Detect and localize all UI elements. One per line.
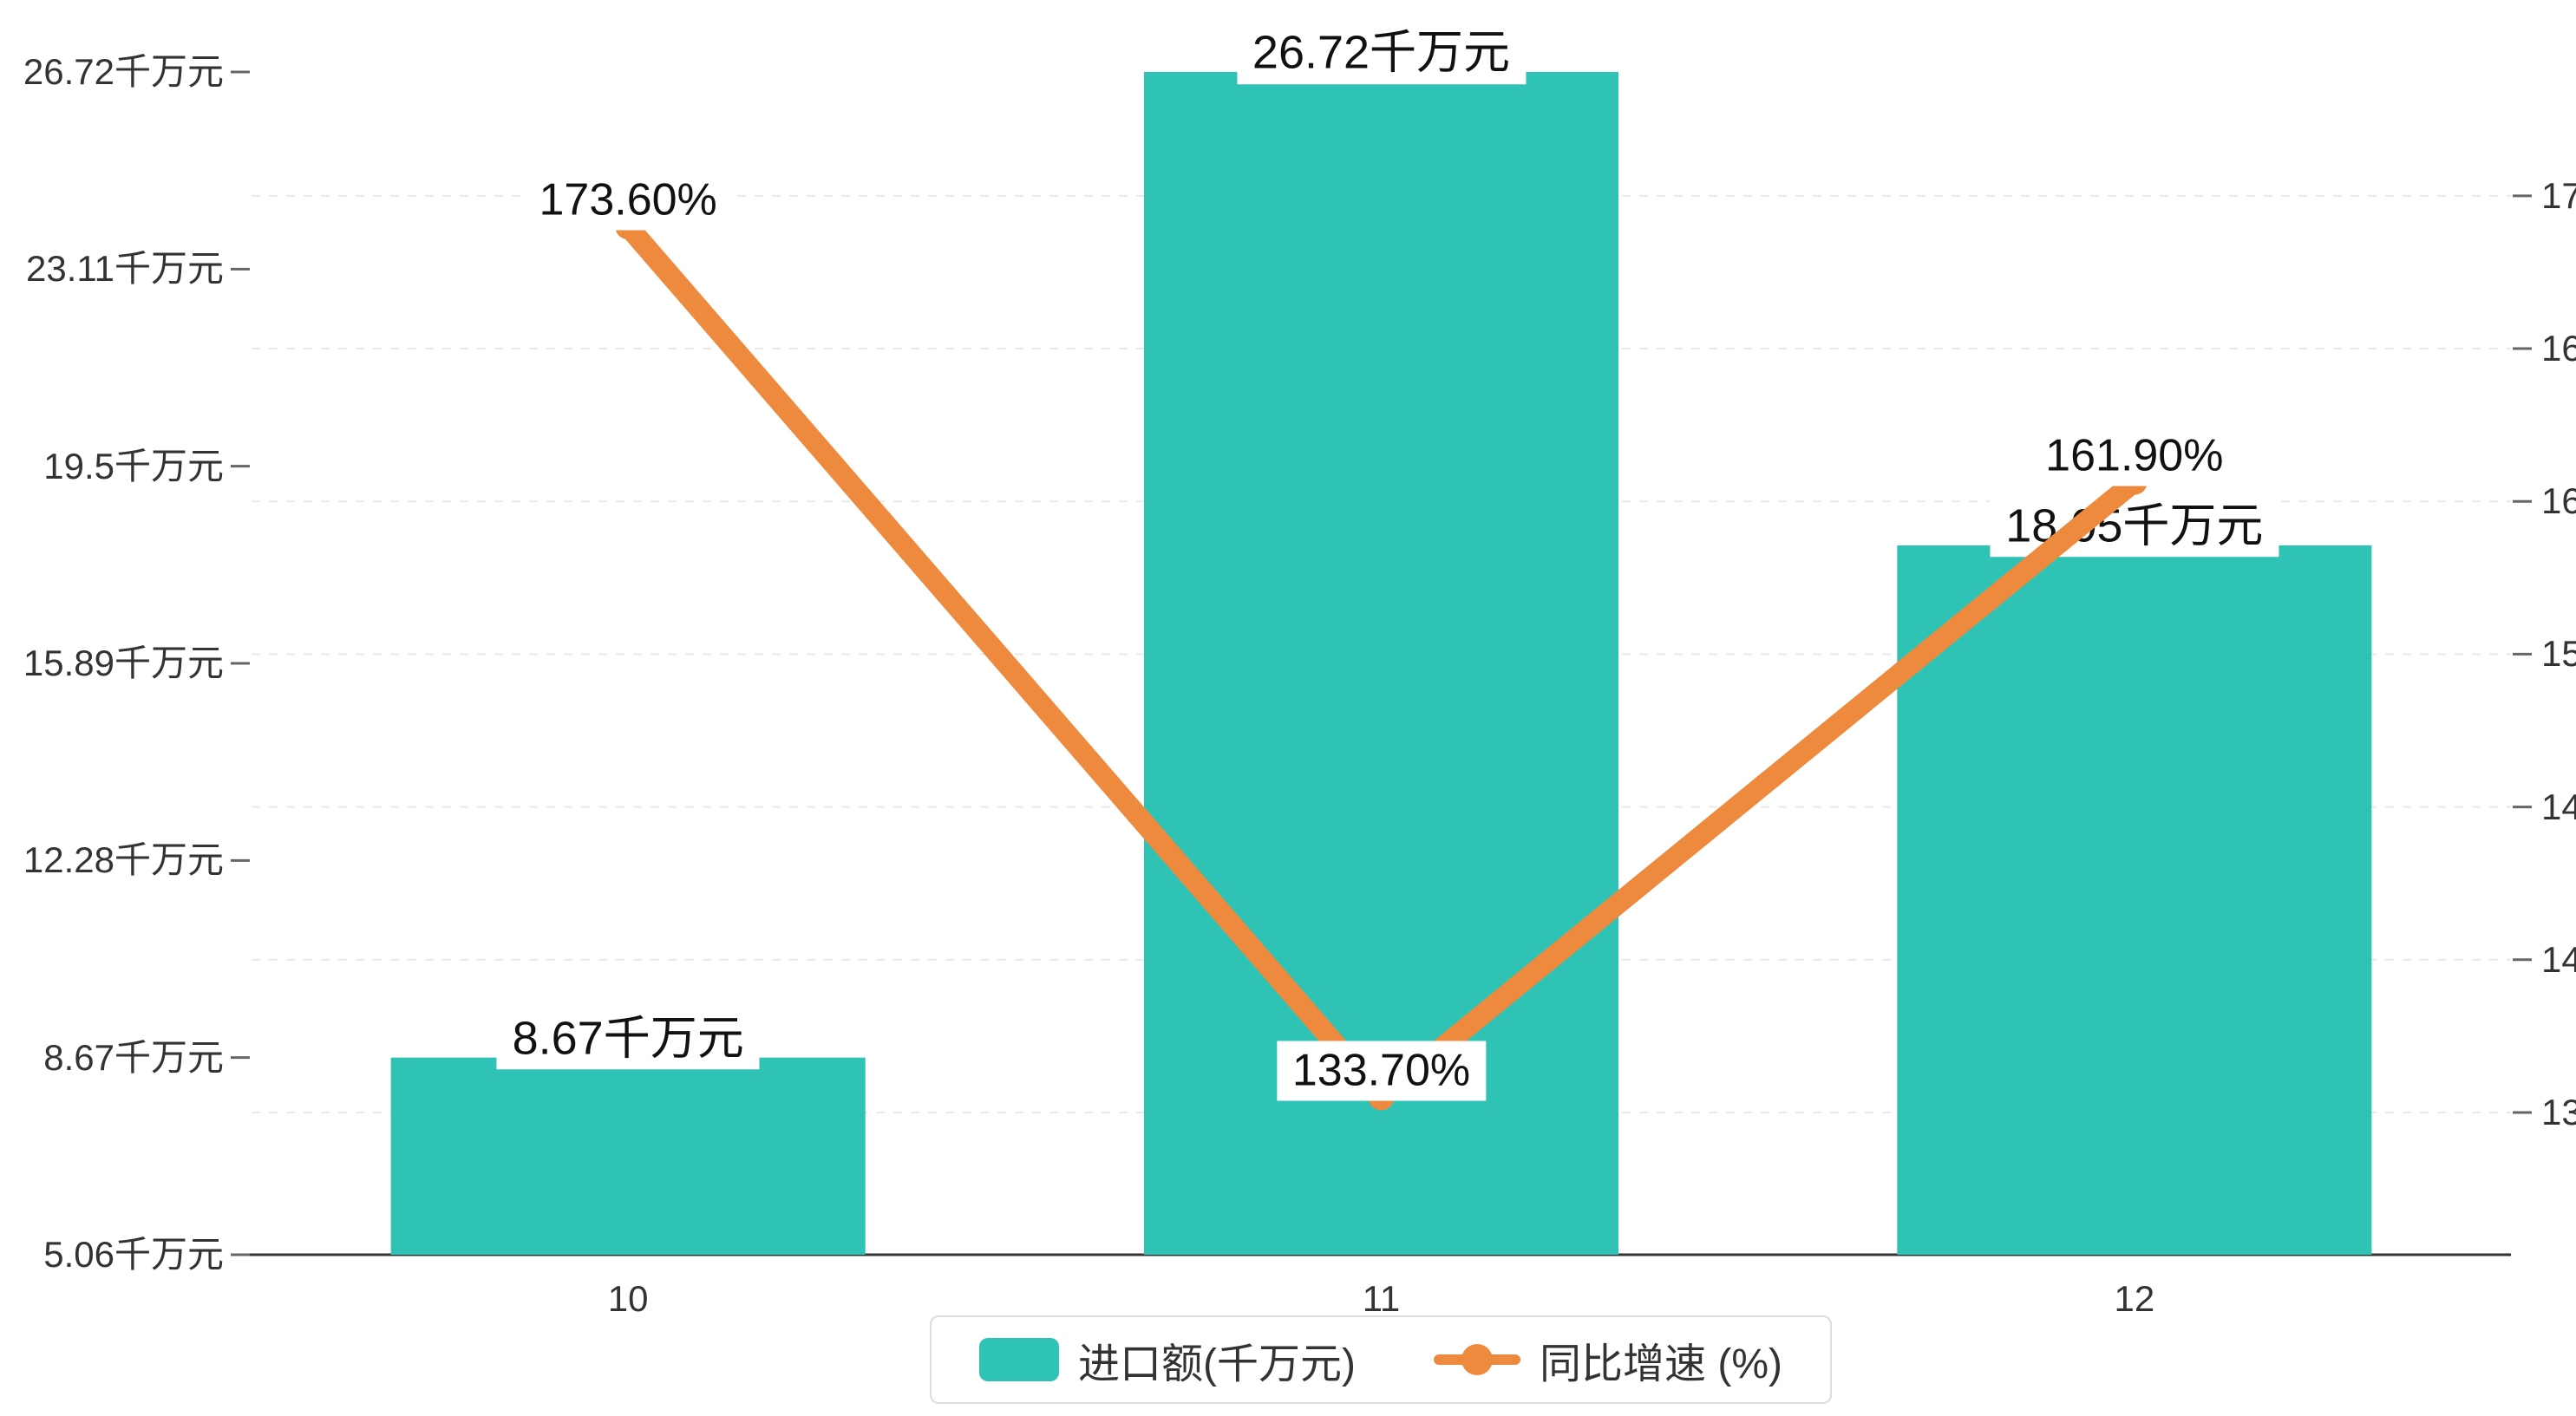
legend-label-import-amount: 进口额(千万元) [1078,1341,1356,1387]
legend: 进口额(千万元) 同比增速 (%) [930,1315,1832,1404]
bar-month-10[interactable] [390,1057,866,1255]
bar-series-swatch-icon [979,1338,1060,1381]
line-series-marker-icon [1433,1344,1520,1375]
line-marker-dot-icon [1461,1344,1493,1375]
legend-label-yoy-growth: 同比增速 (%) [1539,1341,1782,1387]
bar-month-11[interactable] [1143,72,1619,1255]
bar-month-12[interactable] [1897,545,2372,1255]
legend-item-yoy-growth[interactable]: 同比增速 (%) [1433,1329,1782,1390]
legend-item-import-amount[interactable]: 进口额(千万元) [979,1329,1356,1390]
